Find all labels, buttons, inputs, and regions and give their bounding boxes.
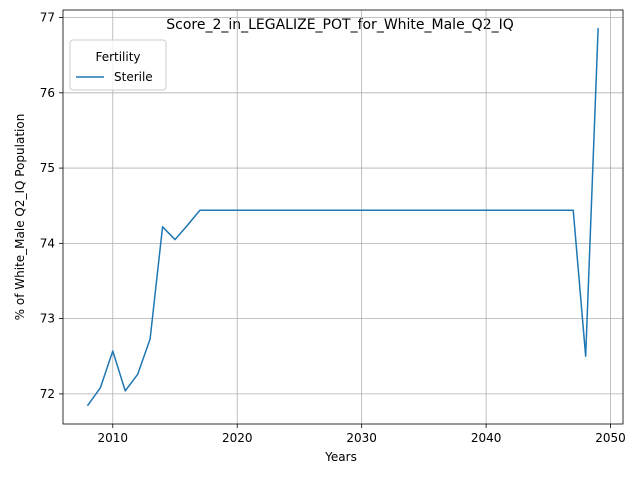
y-tick-label: 73 bbox=[40, 312, 55, 326]
series-line-sterile bbox=[86, 28, 599, 407]
legend-label-sterile: Sterile bbox=[114, 70, 153, 84]
axis-ticks: 2010 2020 2030 2040 2050 72 73 74 75 76 77 bbox=[40, 11, 626, 445]
series-layer bbox=[86, 28, 599, 407]
x-tick-label: 2050 bbox=[595, 431, 626, 445]
x-tick-label: 2030 bbox=[346, 431, 377, 445]
legend: Fertility Sterile bbox=[69, 39, 167, 91]
y-tick-label: 75 bbox=[40, 161, 55, 175]
y-tick-label: 74 bbox=[40, 236, 55, 250]
legend-title: Fertility bbox=[95, 50, 140, 64]
y-tick-label: 76 bbox=[40, 86, 55, 100]
plot-frame bbox=[62, 9, 624, 425]
grid bbox=[63, 10, 623, 424]
x-tick-label: 2020 bbox=[222, 431, 253, 445]
y-tick-label: 72 bbox=[40, 387, 55, 401]
y-axis-label: % of White_Male Q2_IQ Population bbox=[13, 114, 27, 321]
x-tick-label: 2040 bbox=[471, 431, 502, 445]
x-axis-label: Years bbox=[324, 450, 357, 464]
chart-title: Score_2_in_LEGALIZE_POT_for_White_Male_Q… bbox=[166, 17, 514, 33]
y-tick-label: 77 bbox=[40, 11, 55, 25]
x-tick-label: 2010 bbox=[98, 431, 129, 445]
